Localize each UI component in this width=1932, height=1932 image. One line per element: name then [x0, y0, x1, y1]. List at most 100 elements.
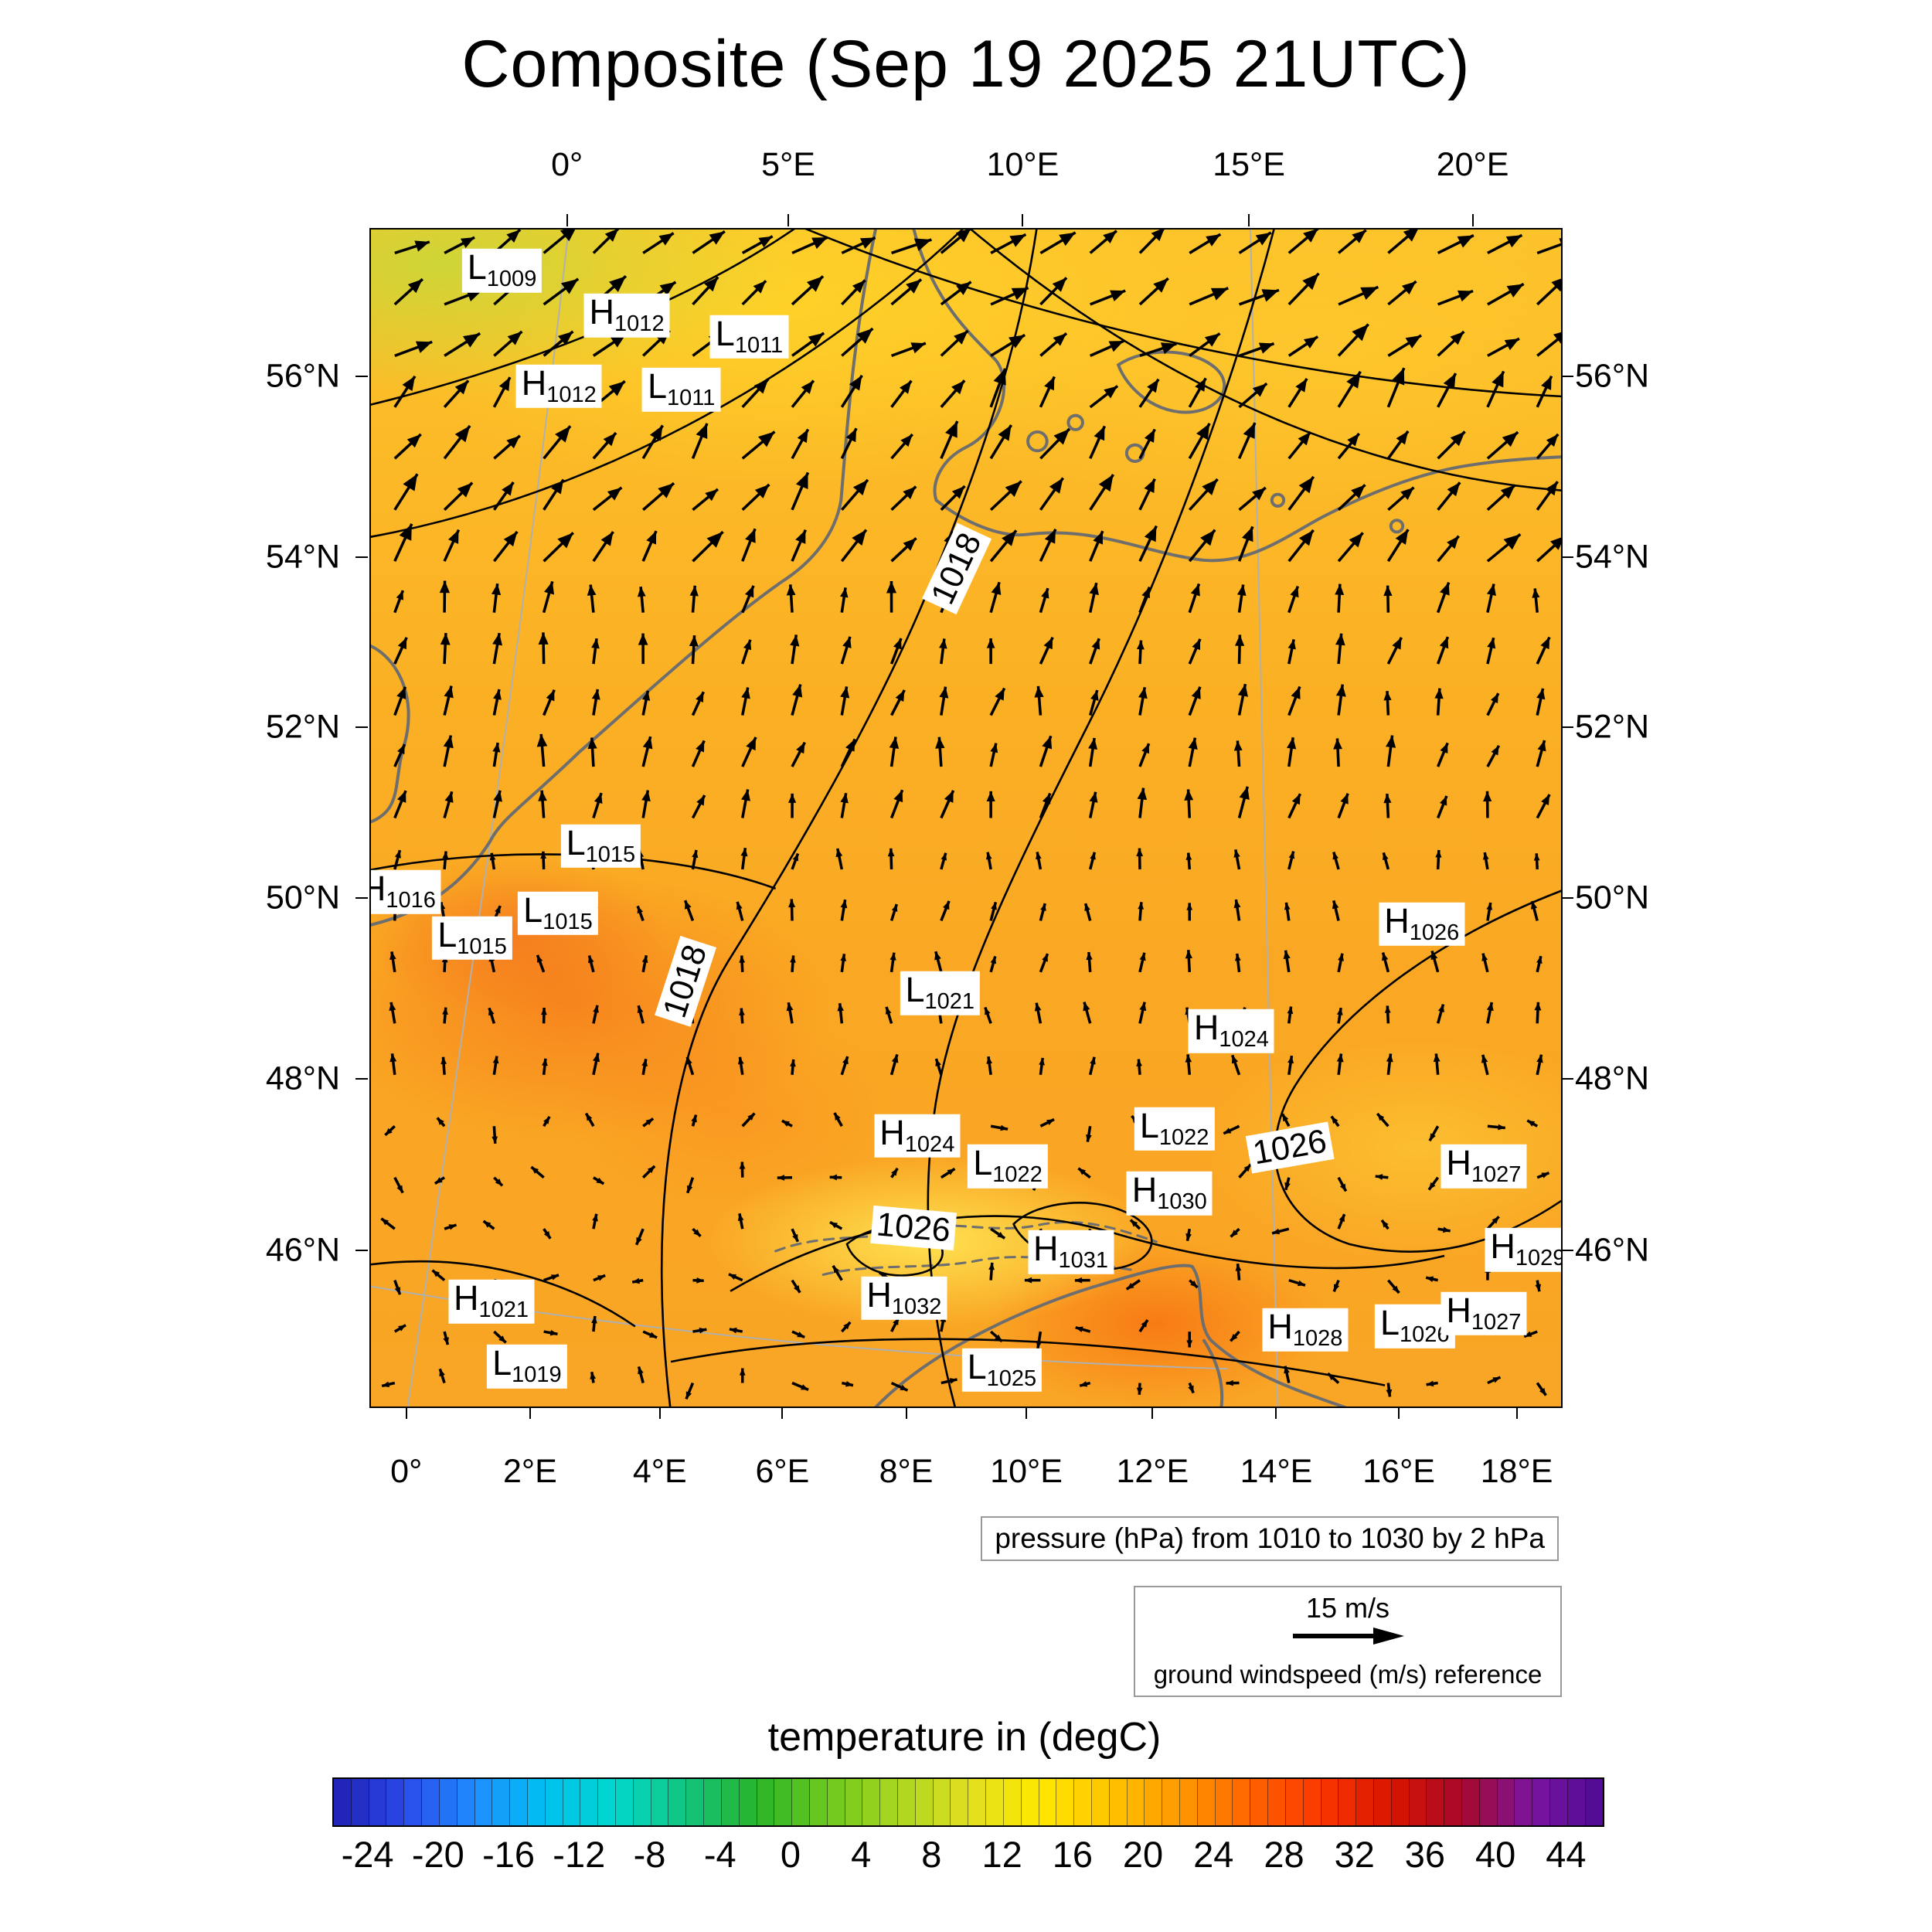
- pressure-center-label: H1024: [874, 1114, 961, 1158]
- colorbar-cell: [1479, 1779, 1498, 1825]
- colorbar-cell: [1338, 1779, 1357, 1825]
- colorbar-cell: [1373, 1779, 1392, 1825]
- pressure-center-label: L1011: [642, 368, 721, 412]
- axis-tick-mark: [905, 1406, 907, 1419]
- colorbar-cell: [933, 1779, 951, 1825]
- pressure-note: pressure (hPa) from 1010 to 1030 by 2 hP…: [981, 1516, 1559, 1561]
- colorbar-tick-labels: -24 -20 -16 -12 -8 -4 0 4 8 12 16 20 24 28 32 36 40 44: [332, 1833, 1601, 1879]
- colorbar-tick-label: 40: [1475, 1834, 1516, 1875]
- temperature-colorbar: [332, 1777, 1604, 1827]
- colorbar-cell: [1303, 1779, 1321, 1825]
- axis-tick-mark: [355, 556, 368, 559]
- colorbar-cell: [1162, 1779, 1180, 1825]
- colorbar-cell: [563, 1779, 581, 1825]
- colorbar-cell: [510, 1779, 528, 1825]
- colorbar-cell: [915, 1779, 934, 1825]
- axis-tick-label: 10°E: [986, 146, 1060, 183]
- colorbar-cell: [1515, 1779, 1533, 1825]
- page-title: Composite (Sep 19 2025 21UTC): [461, 27, 1471, 101]
- colorbar-cell: [668, 1779, 687, 1825]
- colorbar-cell: [1356, 1779, 1374, 1825]
- colorbar-tick-label: -20: [411, 1834, 464, 1875]
- axis-tick-label: 48°N: [265, 1060, 340, 1097]
- axis-tick-mark: [1561, 896, 1573, 899]
- colorbar-tick-label: 28: [1264, 1834, 1304, 1875]
- axis-tick-label: 10°E: [990, 1453, 1063, 1490]
- axis-tick-mark: [355, 1078, 368, 1080]
- axis-left: 56°N 54°N 52°N 50°N 48°N 46°N: [0, 228, 354, 1405]
- colorbar-cell: [1074, 1779, 1092, 1825]
- colorbar-tick-label: -8: [633, 1834, 666, 1875]
- colorbar-cell: [1109, 1779, 1128, 1825]
- axis-tick-label: 46°N: [265, 1231, 340, 1269]
- colorbar-tick-label: 12: [981, 1834, 1022, 1875]
- colorbar-cell: [1250, 1779, 1269, 1825]
- colorbar-cell: [1003, 1779, 1022, 1825]
- colorbar-cell: [1127, 1779, 1145, 1825]
- axis-tick-label: 6°E: [755, 1453, 810, 1490]
- wind-reference-speed: 15 m/s: [1305, 1592, 1390, 1624]
- axis-tick-label: 14°E: [1240, 1453, 1313, 1490]
- axis-tick-mark: [787, 214, 790, 226]
- colorbar-cell: [1532, 1779, 1551, 1825]
- pressure-center-label: L1019: [487, 1345, 567, 1389]
- pressure-center-label: L1022: [1134, 1107, 1215, 1151]
- axis-right: 56°N 54°N 52°N 50°N 48°N 46°N: [1575, 228, 1807, 1405]
- colorbar-cell: [1268, 1779, 1286, 1825]
- axis-tick-mark: [1561, 556, 1573, 559]
- pressure-center-label: L1025: [961, 1348, 1043, 1392]
- colorbar-tick-label: 20: [1122, 1834, 1164, 1875]
- pressure-center-label: H1031: [1027, 1230, 1114, 1274]
- axis-tick-label: 56°N: [265, 357, 340, 395]
- axis-tick-label: 4°E: [632, 1453, 687, 1490]
- colorbar-cell: [527, 1779, 546, 1825]
- colorbar-cell: [739, 1779, 757, 1825]
- pressure-center-label: H1012: [583, 294, 670, 338]
- colorbar-cell: [1180, 1779, 1198, 1825]
- colorbar-cell: [457, 1779, 475, 1825]
- axis-tick-mark: [355, 726, 368, 728]
- colorbar-cell: [439, 1779, 457, 1825]
- axis-tick-mark: [1561, 726, 1573, 728]
- pressure-center-label: H1030: [1126, 1172, 1213, 1216]
- colorbar-cell: [986, 1779, 1004, 1825]
- axis-tick-label: 8°E: [879, 1453, 934, 1490]
- colorbar-cell: [1145, 1779, 1163, 1825]
- pressure-center-label: L1022: [968, 1145, 1048, 1189]
- pressure-center-label: H1024: [1188, 1009, 1274, 1053]
- colorbar-cell: [1091, 1779, 1110, 1825]
- colorbar-cell: [351, 1779, 369, 1825]
- axis-tick-label: 56°N: [1575, 357, 1650, 395]
- colorbar-tick-label: -12: [553, 1834, 606, 1875]
- colorbar-cell: [880, 1779, 898, 1825]
- colorbar-cell: [1233, 1779, 1251, 1825]
- axis-tick-label: 48°N: [1575, 1060, 1650, 1097]
- colorbar-cell: [1197, 1779, 1216, 1825]
- colorbar-cell: [1444, 1779, 1462, 1825]
- colorbar-tick-label: 16: [1052, 1834, 1093, 1875]
- pressure-center-label: H1029: [1485, 1228, 1561, 1272]
- colorbar-cell: [1585, 1779, 1603, 1825]
- pressure-center-label: H1012: [515, 364, 602, 408]
- colorbar-cell: [1285, 1779, 1304, 1825]
- colorbar-cell: [1321, 1779, 1339, 1825]
- axis-tick-label: 18°E: [1480, 1453, 1553, 1490]
- colorbar-cell: [827, 1779, 845, 1825]
- map-area: L1009H1012L1011H1012L1011L1015H1016L1015…: [369, 228, 1563, 1408]
- axis-tick-label: 54°N: [265, 538, 340, 576]
- colorbar-cell: [774, 1779, 793, 1825]
- colorbar-tick-label: -16: [482, 1834, 536, 1875]
- colorbar-cell: [898, 1779, 916, 1825]
- colorbar-cell: [721, 1779, 740, 1825]
- colorbar-cell: [809, 1779, 828, 1825]
- colorbar-cell: [1215, 1779, 1233, 1825]
- colorbar-title: temperature in (degC): [767, 1715, 1162, 1760]
- colorbar-cell: [1056, 1779, 1075, 1825]
- pressure-center-label: L1015: [560, 825, 641, 869]
- axis-tick-mark: [1561, 375, 1573, 377]
- colorbar-tick-label: 32: [1334, 1834, 1375, 1875]
- axis-tick-mark: [1275, 1406, 1277, 1419]
- axis-tick-mark: [1022, 214, 1024, 226]
- pressure-center-label: H1026: [1379, 902, 1465, 946]
- pressure-center-label: H1027: [1440, 1145, 1527, 1189]
